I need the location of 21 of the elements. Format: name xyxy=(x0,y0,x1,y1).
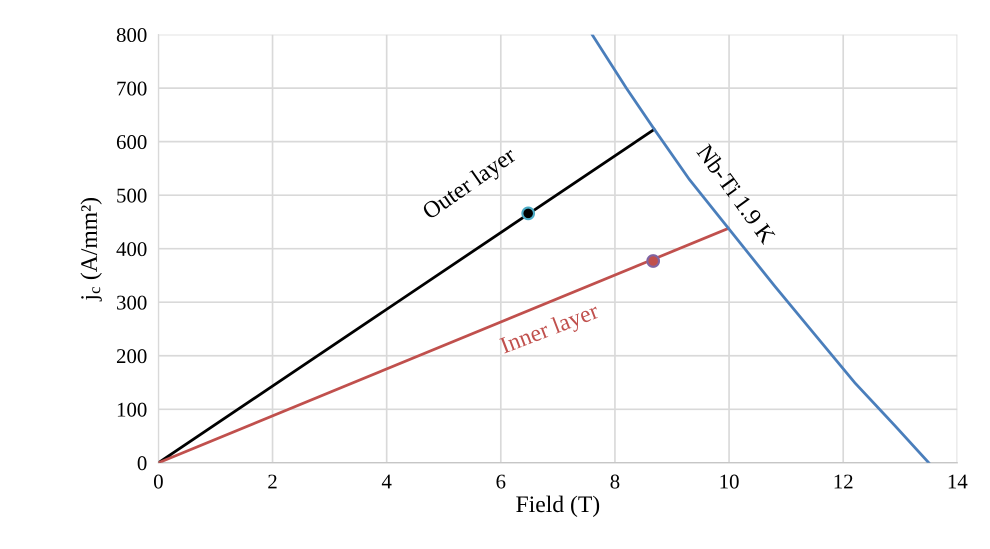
x-tick-label: 8 xyxy=(610,474,620,489)
x-tick-label: 4 xyxy=(382,474,392,488)
annotation: Inner layer xyxy=(498,302,602,358)
y-tick-label: 100 xyxy=(118,402,146,417)
x-tick-label: 12 xyxy=(834,474,852,488)
y-tick-label: 0 xyxy=(138,456,146,470)
y-tick-label: 400 xyxy=(116,242,146,256)
y-tick-label: 600 xyxy=(116,135,146,150)
x-tick-label: 6 xyxy=(496,474,506,489)
x-axis-title: Field (T) xyxy=(516,496,600,517)
x-tick-label: 0 xyxy=(154,474,163,489)
y-tick-label: 500 xyxy=(117,188,146,203)
x-tick-label: 2 xyxy=(268,474,277,488)
y-axis-title: j$_{c}$ (A/mm²) xyxy=(80,198,102,302)
y-tick-label: 700 xyxy=(117,81,146,96)
y-tick-label: 200 xyxy=(116,349,146,364)
y-tick-label: 300 xyxy=(117,296,146,310)
annotation: Outer layer xyxy=(420,146,520,224)
x-tick-label: 14 xyxy=(948,474,968,488)
y-tick-label: 800 xyxy=(116,28,146,42)
x-tick-label: 10 xyxy=(720,474,739,489)
